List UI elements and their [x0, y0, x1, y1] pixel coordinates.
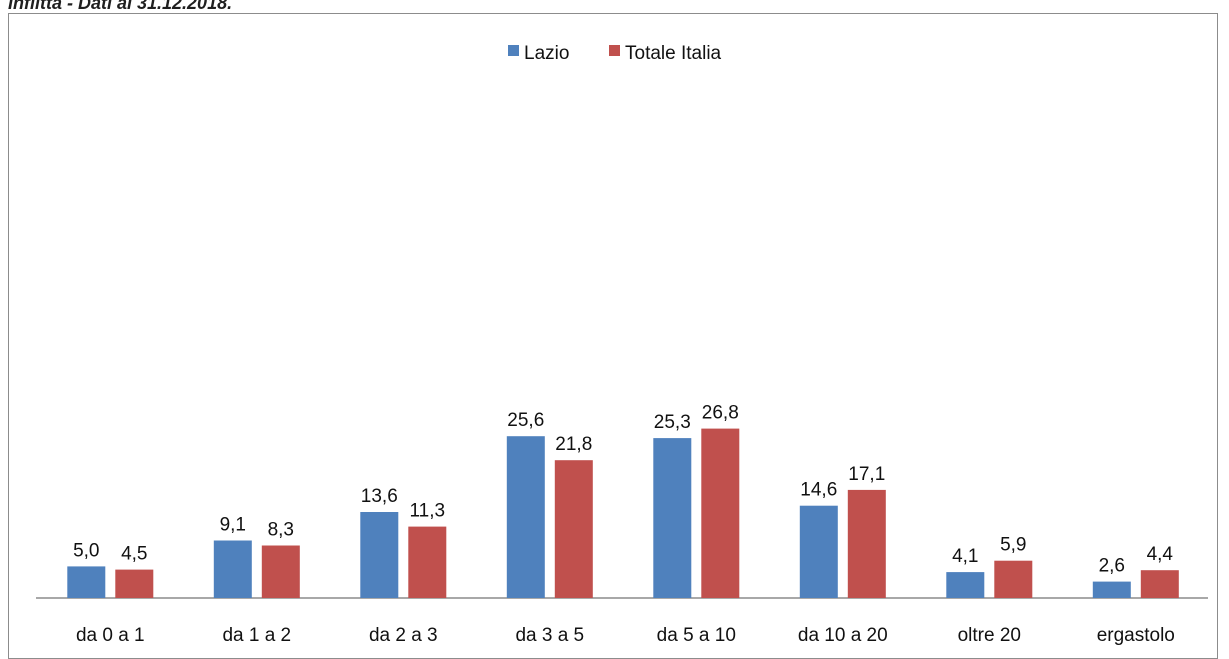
bar-lazio-oltre-20: [946, 572, 985, 598]
value-label-totale-italia-oltre-20: 5,9: [1000, 535, 1026, 556]
category-label-ergastolo: ergastolo: [1097, 625, 1175, 646]
value-label-lazio-da-0-a-1: 5,0: [73, 540, 99, 561]
value-label-lazio-oltre-20: 4,1: [952, 546, 978, 567]
category-label-oltre-20: oltre 20: [958, 625, 1021, 646]
bar-totale-italia-da-0-a-1: [115, 569, 154, 598]
bar-lazio-da-0-a-1: [67, 566, 106, 598]
legend-label-totale-italia: Totale Italia: [625, 43, 722, 64]
chart-caption: Inflitta - Dati al 31.12.2018.: [8, 0, 233, 13]
legend-swatch-totale-italia: [609, 45, 620, 56]
category-label-da-2-a-3: da 2 a 3: [369, 625, 438, 646]
bar-totale-italia-da-10-a-20: [847, 489, 886, 598]
value-label-lazio-da-3-a-5: 25,6: [507, 410, 544, 431]
bar-lazio-da-2-a-3: [360, 512, 399, 598]
legend-swatch-lazio: [508, 45, 519, 56]
value-label-totale-italia-da-0-a-1: 4,5: [121, 544, 147, 565]
category-label-da-10-a-20: da 10 a 20: [798, 625, 888, 646]
bar-totale-italia-da-3-a-5: [554, 460, 593, 598]
value-label-lazio-da-1-a-2: 9,1: [220, 515, 246, 536]
bar-lazio-da-3-a-5: [506, 436, 545, 598]
value-label-lazio-da-2-a-3: 13,6: [361, 486, 398, 507]
value-label-totale-italia-da-3-a-5: 21,8: [555, 434, 592, 455]
legend-label-lazio: Lazio: [524, 43, 569, 64]
bar-totale-italia-da-1-a-2: [261, 545, 300, 598]
value-label-totale-italia-da-2-a-3: 11,3: [410, 501, 446, 522]
bar-lazio-da-1-a-2: [213, 540, 252, 598]
bars-group: [67, 428, 1179, 598]
value-labels-group: 5,0 4,5 9,1 8,3 13,6 11,3 25,6 21,8 25,3 26,8 14,6…: [73, 403, 1173, 577]
bar-lazio-da-10-a-20: [799, 505, 838, 598]
value-label-totale-italia-da-5-a-10: 26,8: [702, 403, 739, 424]
category-label-da-0-a-1: da 0 a 1: [76, 625, 145, 646]
chart-frame: [8, 13, 1218, 659]
legend: Lazio Totale Italia: [508, 43, 722, 64]
bar-totale-italia-da-5-a-10: [701, 428, 740, 598]
bar-totale-italia-oltre-20: [994, 560, 1033, 598]
bar-lazio-da-5-a-10: [653, 438, 692, 598]
value-label-lazio-ergastolo: 2,6: [1099, 556, 1125, 577]
value-label-totale-italia-da-1-a-2: 8,3: [268, 520, 294, 541]
category-labels-group: da 0 a 1 da 1 a 2 da 2 a 3 da 3 a 5 da 5 a 1…: [76, 625, 1175, 646]
value-label-lazio-da-10-a-20: 14,6: [800, 480, 837, 501]
value-label-lazio-da-5-a-10: 25,3: [654, 412, 691, 433]
category-label-da-5-a-10: da 5 a 10: [657, 625, 736, 646]
value-label-totale-italia-ergastolo: 4,4: [1147, 544, 1174, 565]
category-label-da-1-a-2: da 1 a 2: [222, 625, 291, 646]
category-label-da-3-a-5: da 3 a 5: [515, 625, 584, 646]
bar-lazio-ergastolo: [1092, 581, 1131, 598]
bar-totale-italia-ergastolo: [1140, 570, 1179, 598]
bar-totale-italia-da-2-a-3: [408, 526, 447, 598]
value-label-totale-italia-da-10-a-20: 17,1: [848, 464, 885, 485]
